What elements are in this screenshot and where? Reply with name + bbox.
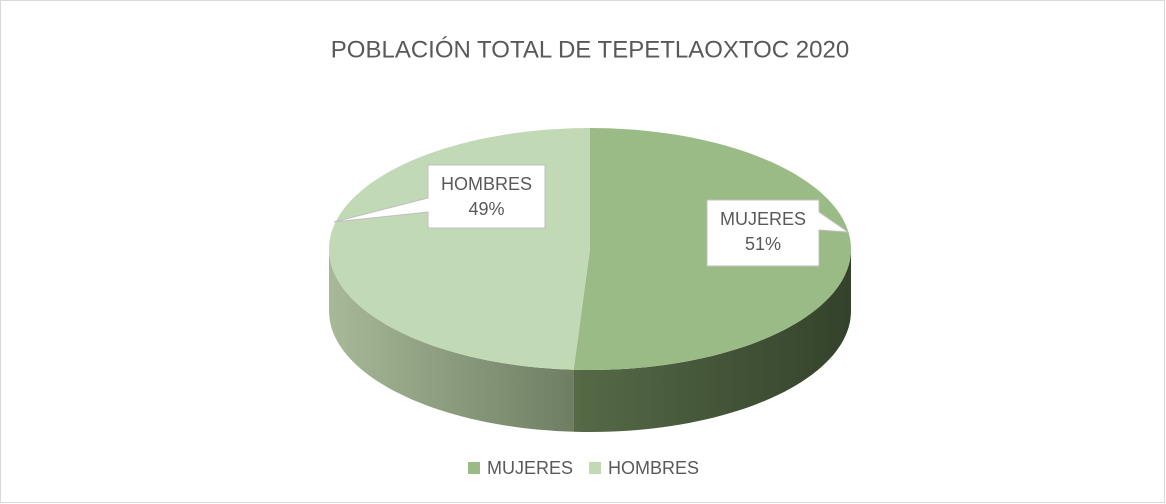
data-label-category: MUJERES (720, 209, 806, 229)
legend-label: MUJERES (487, 458, 573, 478)
data-label-value: 49% (468, 199, 504, 219)
legend-swatch (468, 462, 480, 474)
legend: MUJERES HOMBRES (468, 458, 699, 478)
data-label-category: HOMBRES (441, 174, 532, 194)
pie (329, 128, 851, 432)
data-label-box (706, 199, 850, 267)
pie-slice-side (329, 249, 574, 432)
legend-label: HOMBRES (608, 458, 699, 478)
chart-title: POBLACIÓN TOTAL DE TEPETLAOXTOC 2020 (331, 36, 849, 63)
legend-swatch (589, 462, 602, 474)
pie-slice-side (573, 249, 851, 432)
data-label-box (333, 164, 546, 229)
data-labels: MUJERES 51% HOMBRES 49% (333, 164, 850, 267)
data-label-value: 51% (745, 234, 781, 254)
